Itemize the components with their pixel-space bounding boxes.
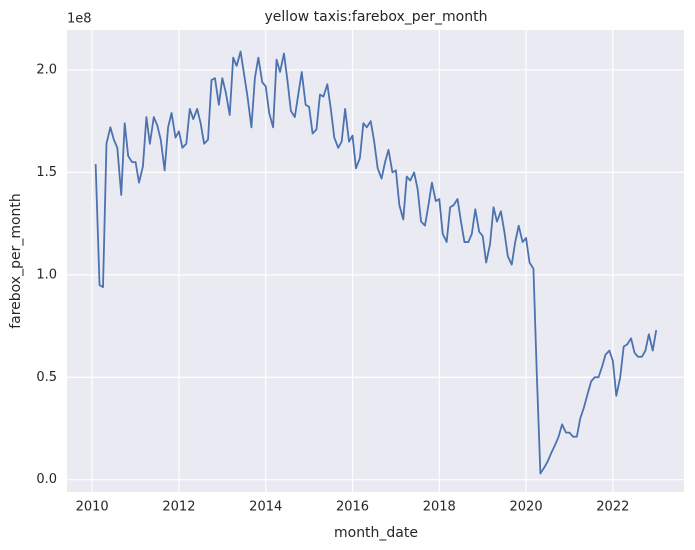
y-offset-label: 1e8 xyxy=(67,12,92,27)
y-tick-label: 2.0 xyxy=(36,62,57,77)
y-tick-label: 1.0 xyxy=(36,267,57,282)
grid xyxy=(67,30,684,492)
plot-area xyxy=(67,30,684,492)
x-tick-label: 2022 xyxy=(596,500,629,515)
x-tick-label: 2014 xyxy=(249,500,282,515)
x-tick-label: 2018 xyxy=(423,500,456,515)
x-tick-label: 2016 xyxy=(336,500,369,515)
y-axis-label: farebox_per_month xyxy=(8,193,24,329)
x-axis-label: month_date xyxy=(334,525,418,541)
y-tick-label: 0.5 xyxy=(36,370,57,385)
x-tick-label: 2012 xyxy=(162,500,195,515)
x-tick-label: 2020 xyxy=(510,500,543,515)
data-line xyxy=(94,50,658,475)
x-tick-label: 2010 xyxy=(76,500,109,515)
chart-title: yellow taxis:farebox_per_month xyxy=(265,9,488,25)
y-tick-label: 0.0 xyxy=(36,472,57,487)
y-tick-label: 1.5 xyxy=(36,165,57,180)
